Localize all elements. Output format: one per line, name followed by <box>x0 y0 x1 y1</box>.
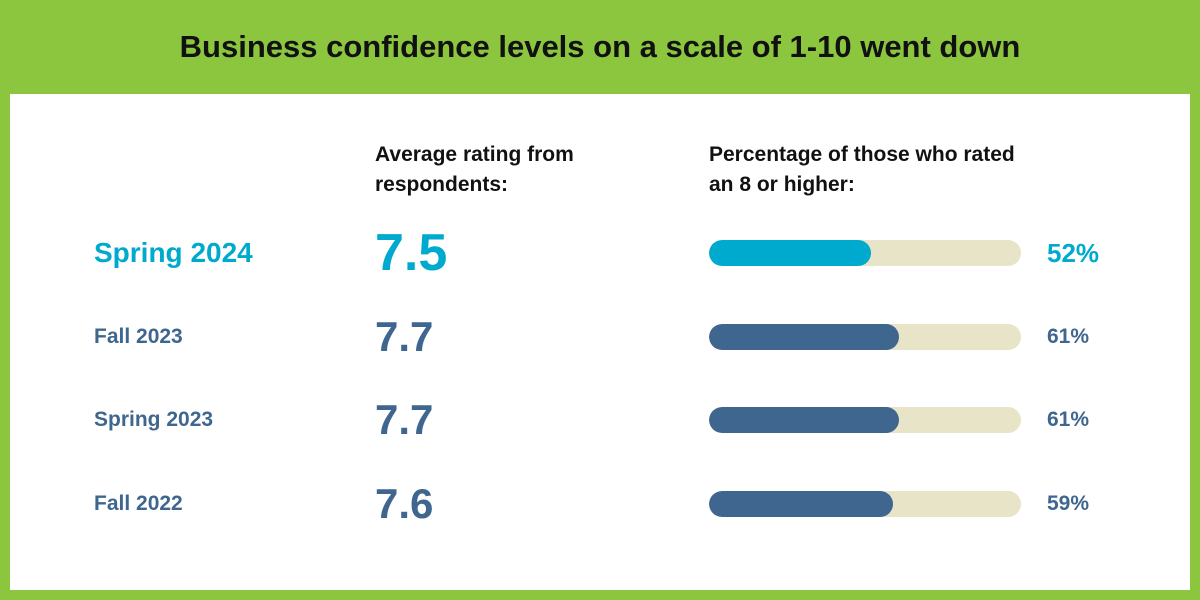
percentage-bar-fill <box>709 240 872 266</box>
percentage-bar-track <box>709 407 1021 433</box>
chart-panel: Average rating from respondents: Percent… <box>10 94 1190 590</box>
chart-row: Spring 2023 7.7 61% <box>10 390 1190 450</box>
percentage-bar-fill <box>709 407 900 433</box>
average-rating-value: 7.7 <box>375 396 434 443</box>
average-rating-value: 7.7 <box>375 313 434 360</box>
percentage-bar-track <box>709 491 1021 517</box>
season-label: Spring 2023 <box>94 408 214 431</box>
chart-row: Fall 2023 7.7 61% <box>10 307 1190 367</box>
chart-row: Fall 2022 7.6 59% <box>10 474 1190 534</box>
percentage-bar-fill <box>709 491 894 517</box>
percentage-header: Percentage of those who rated an 8 or hi… <box>709 143 1015 196</box>
percentage-value-label: 52% <box>1047 237 1100 268</box>
chart-title: Business confidence levels on a scale of… <box>179 29 1021 64</box>
average-rating-value: 7.6 <box>375 480 434 527</box>
percentage-bar-track <box>709 240 1021 266</box>
chart-row: Spring 2024 7.5 52% <box>10 223 1190 283</box>
average-rating-header: Average rating from respondents: <box>375 143 574 196</box>
percentage-value-label: 59% <box>1047 492 1090 515</box>
average-rating-value: 7.5 <box>375 224 448 282</box>
percentage-value-label: 61% <box>1047 325 1090 348</box>
season-label: Fall 2023 <box>94 325 183 348</box>
percentage-value-label: 61% <box>1047 408 1090 431</box>
season-label: Fall 2022 <box>94 492 183 515</box>
season-label: Spring 2024 <box>94 237 253 268</box>
percentage-bar-fill <box>709 324 900 350</box>
percentage-bar-track <box>709 324 1021 350</box>
